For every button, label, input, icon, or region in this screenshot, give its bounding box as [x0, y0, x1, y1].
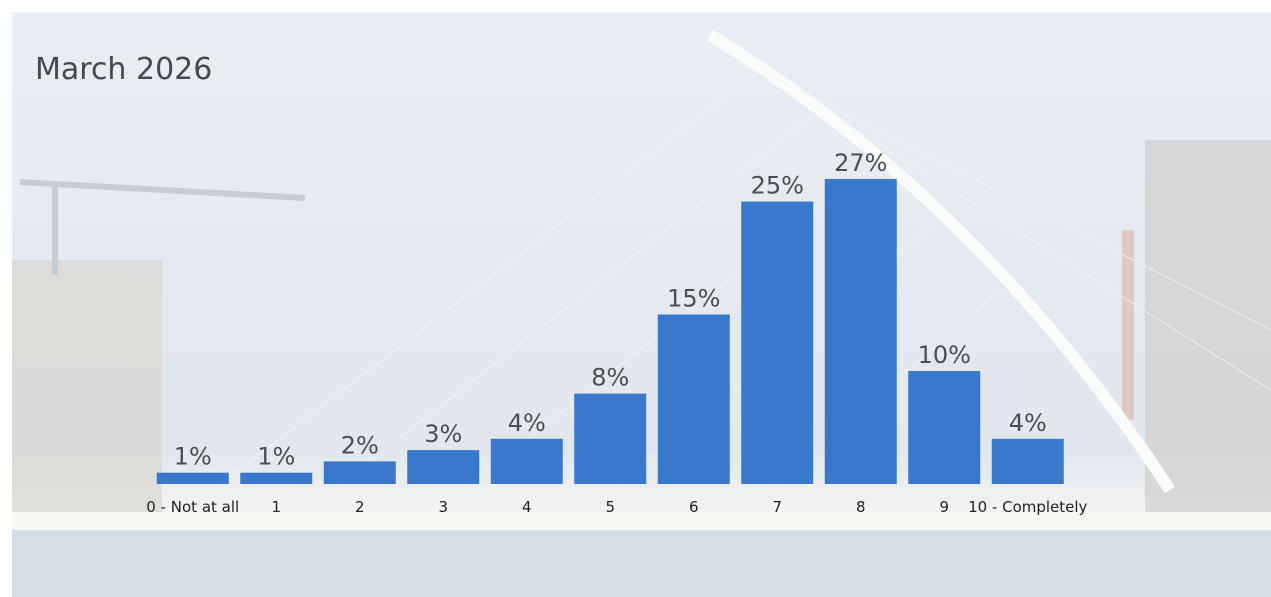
value-label: 4% — [508, 409, 546, 437]
x-tick-label: 3 — [438, 498, 448, 516]
x-tick-label: 6 — [689, 498, 699, 516]
bar — [407, 450, 480, 484]
value-label: 3% — [424, 420, 462, 448]
value-label: 25% — [751, 172, 804, 200]
value-label: 27% — [834, 149, 887, 177]
x-tick-label: 8 — [856, 498, 866, 516]
x-tick-label: 0 - Not at all — [146, 498, 239, 516]
x-tick-label: 10 - Completely — [968, 498, 1087, 516]
bar — [490, 438, 563, 484]
value-label: 15% — [667, 285, 720, 313]
bar — [908, 371, 981, 484]
value-label: 4% — [1009, 409, 1047, 437]
bar — [657, 314, 730, 484]
x-tick-label: 7 — [772, 498, 782, 516]
value-label: 2% — [341, 431, 379, 459]
value-label: 1% — [257, 443, 295, 471]
bar — [574, 393, 647, 484]
bar — [991, 438, 1064, 484]
bar — [824, 178, 897, 484]
bar — [156, 472, 229, 484]
value-label: 8% — [591, 364, 629, 392]
x-tick-label: 1 — [271, 498, 281, 516]
x-tick-label: 9 — [939, 498, 949, 516]
chart-title: March 2026 — [35, 52, 212, 87]
x-tick-label: 4 — [522, 498, 532, 516]
bar — [323, 461, 396, 484]
bar — [741, 201, 814, 484]
value-label: 1% — [174, 443, 212, 471]
bar — [240, 472, 313, 484]
x-tick-label: 5 — [605, 498, 615, 516]
background-photo — [12, 12, 1271, 597]
value-label: 10% — [918, 341, 971, 369]
x-tick-label: 2 — [355, 498, 365, 516]
